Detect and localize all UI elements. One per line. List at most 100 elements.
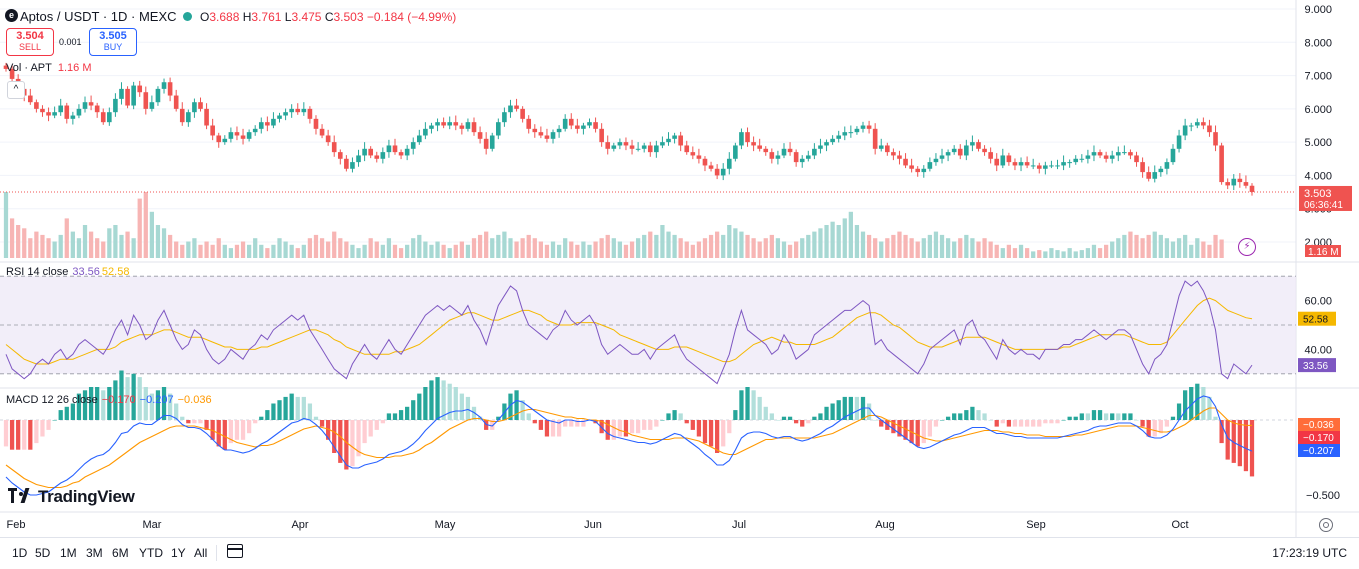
market-status-dot-icon	[183, 12, 192, 21]
volume-bar	[629, 241, 635, 258]
candle-body	[739, 132, 744, 146]
volume-bar	[307, 238, 313, 258]
macd-histogram-bar	[623, 420, 629, 437]
time-axis-label: Aug	[875, 519, 895, 531]
collapse-chevron-icon[interactable]: ^	[7, 81, 25, 99]
macd-histogram-bar	[514, 390, 519, 420]
candle-body	[198, 102, 203, 109]
volume-bar	[137, 198, 142, 258]
macd-histogram-bar	[186, 420, 191, 424]
volume-bar	[556, 244, 562, 258]
macd-histogram-bar	[964, 410, 969, 420]
candle-body	[100, 112, 106, 123]
calendar-range-icon[interactable]	[227, 544, 243, 558]
candle-body	[1207, 125, 1212, 133]
candle-body	[805, 155, 811, 159]
volume-bar	[599, 238, 604, 258]
macd-signal-line	[5, 407, 1253, 489]
range-all-button[interactable]: All	[194, 546, 208, 560]
candle-body	[453, 122, 459, 126]
volume-bar	[1097, 248, 1103, 258]
range-1y-button[interactable]: 1Y	[171, 546, 186, 560]
utc-clock[interactable]: 17:23:19 UTC	[1272, 546, 1347, 560]
candle-body	[228, 132, 234, 139]
volume-bar	[885, 238, 890, 258]
range-1d-button[interactable]: 1D	[12, 546, 28, 560]
macd-histogram-bar	[854, 396, 860, 420]
volume-bar	[696, 241, 702, 258]
tradingview-logo[interactable]: TradingView	[8, 487, 135, 507]
candle-body	[313, 118, 319, 129]
macd-histogram-bar	[1195, 383, 1200, 420]
macd-histogram-bar	[192, 420, 197, 424]
macd-histogram-bar	[1189, 387, 1194, 420]
volume-bar	[411, 238, 416, 258]
macd-histogram-bar	[1031, 420, 1036, 427]
volume-bar	[739, 231, 744, 258]
volume-bar	[781, 241, 787, 258]
macd-histogram-bar	[599, 420, 604, 434]
volume-bar	[1183, 234, 1188, 258]
volume-bar	[362, 244, 367, 258]
symbol-title[interactable]: Aptos / USDT · 1D · MEXC	[20, 9, 177, 24]
candle-body	[945, 152, 951, 156]
macd-histogram-bar	[933, 420, 939, 427]
range-1m-button[interactable]: 1M	[60, 546, 77, 560]
close-value: 3.503	[333, 10, 364, 24]
volume-bar	[514, 241, 519, 258]
macd-histogram-bar	[800, 420, 805, 427]
candle-body	[641, 145, 647, 149]
candle-body	[1134, 155, 1139, 163]
candle-body	[404, 148, 410, 156]
volume-bar	[526, 234, 531, 258]
candle-body	[1091, 152, 1097, 156]
candle-body	[1152, 172, 1158, 179]
volume-bar	[970, 238, 975, 258]
volume-bar	[289, 244, 294, 258]
volume-bar	[1037, 250, 1042, 258]
macd-histogram-bar	[581, 420, 586, 427]
macd-histogram-bar	[289, 393, 294, 420]
settings-gear-icon[interactable]	[1319, 518, 1333, 532]
volume-bar	[326, 241, 331, 258]
macd-histogram-bar	[873, 420, 878, 421]
volume-bar	[447, 248, 452, 258]
candle-body	[70, 115, 76, 119]
macd-histogram-bar	[246, 420, 252, 434]
candle-body	[1140, 162, 1145, 173]
candle-body	[1176, 135, 1182, 149]
macd-histogram-bar	[994, 420, 999, 427]
buy-button[interactable]: 3.505 BUY	[89, 28, 137, 56]
macd-histogram-bar	[82, 390, 88, 420]
range-ytd-button[interactable]: YTD	[139, 546, 163, 560]
chart-canvas[interactable]: 9.0008.0007.0006.0005.0004.0003.0002.000…	[0, 0, 1359, 537]
rsi-legend[interactable]: RSI 14 close 33.56 52.58	[6, 266, 129, 278]
candle-body	[897, 155, 902, 159]
macd-legend[interactable]: MACD 12 26 close −0.170 −0.207 −0.036	[6, 394, 212, 406]
macd-line	[5, 395, 1253, 496]
volume-bar	[405, 244, 410, 258]
candle-body	[52, 112, 57, 116]
candle-body	[757, 145, 762, 149]
candle-body	[113, 98, 118, 113]
macd-histogram-bar	[295, 396, 300, 420]
last-price-label: 3.503	[1304, 188, 1332, 200]
range-6m-button[interactable]: 6M	[112, 546, 129, 560]
rsi-ma-tag-label: 52.58	[1303, 315, 1328, 326]
candle-body	[1146, 172, 1151, 179]
candle-body	[1073, 158, 1079, 163]
candle-body	[872, 128, 878, 149]
sell-button[interactable]: 3.504 SELL	[6, 28, 54, 56]
macd-histogram-bar	[836, 400, 841, 420]
lightning-icon[interactable]: ⚡	[1238, 238, 1256, 256]
candle-body	[799, 158, 805, 163]
candle-body	[283, 112, 288, 116]
range-5d-button[interactable]: 5D	[35, 546, 51, 560]
volume-legend[interactable]: Vol · APT 1.16 M	[6, 62, 92, 74]
volume-bar	[721, 234, 726, 258]
volume-bar	[1134, 234, 1139, 258]
range-3m-button[interactable]: 3M	[86, 546, 103, 560]
volume-bar	[52, 241, 57, 258]
volume-bar	[1018, 244, 1024, 258]
macd-histogram-bar	[307, 403, 313, 420]
